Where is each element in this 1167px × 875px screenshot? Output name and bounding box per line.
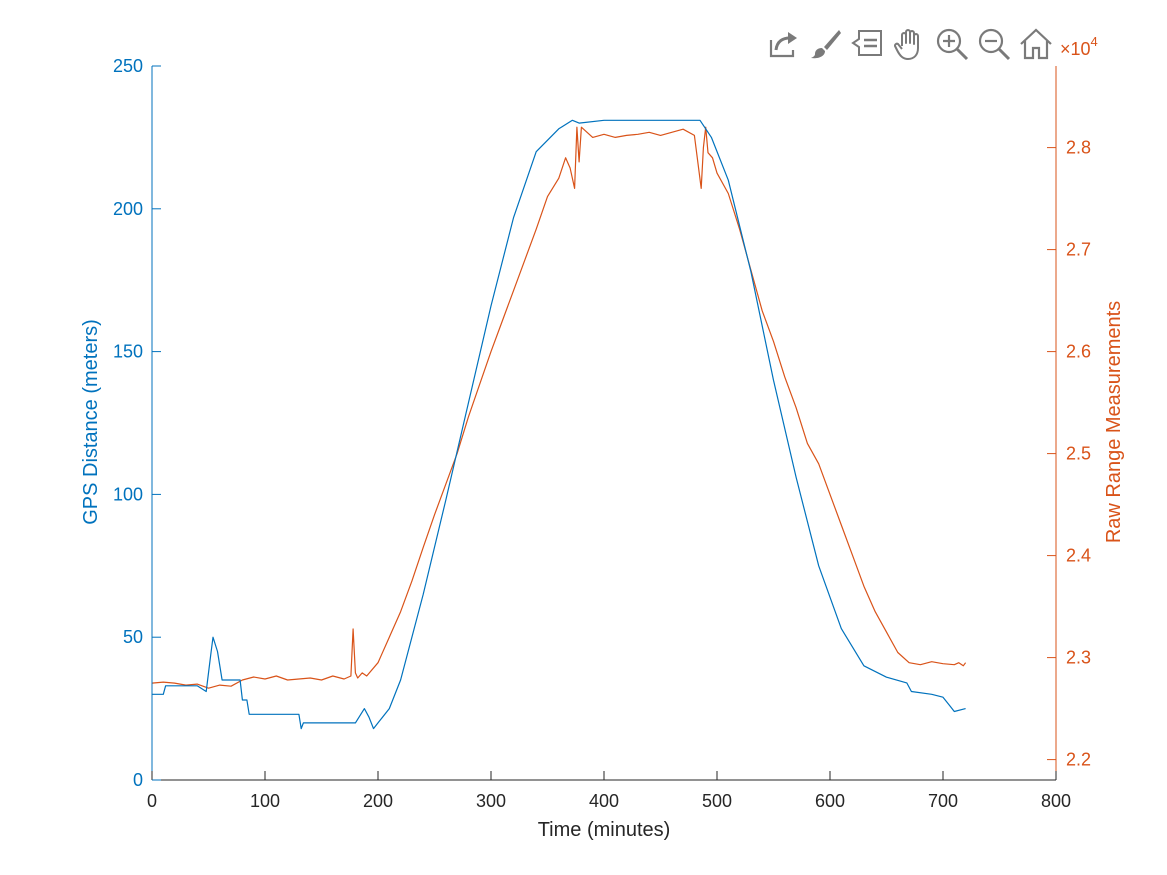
x-tick-label: 800	[1041, 791, 1071, 811]
right-axis-exponent: ×104	[1060, 34, 1098, 59]
data-tips-icon	[851, 30, 882, 56]
figure-toolbar	[764, 24, 1056, 64]
right-axis-exponent-base: ×10	[1060, 39, 1091, 59]
x-tick-label: 700	[928, 791, 958, 811]
export-button[interactable]	[764, 24, 804, 64]
x-axis-title: Time (minutes)	[538, 819, 671, 841]
zoom-out-button[interactable]	[974, 24, 1014, 64]
axes-layer: 0 100 200 300 400 500 600 700 800 0 50 100 150 200 250…	[113, 56, 1091, 811]
right-y-tick-label: 2.6	[1066, 342, 1091, 362]
x-tick-label: 500	[702, 791, 732, 811]
labels-layer: Time (minutes) GPS Distance (meters) Raw…	[80, 34, 1125, 841]
right-y-tick-label: 2.7	[1066, 240, 1091, 260]
home-button[interactable]	[1016, 24, 1056, 64]
x-tick-label: 600	[815, 791, 845, 811]
right-y-tick-label: 2.2	[1066, 750, 1091, 770]
pan-hand-icon	[894, 29, 919, 60]
left-y-tick-label: 100	[113, 484, 143, 504]
zoom-in-icon	[936, 28, 969, 61]
x-tick-label: 400	[589, 791, 619, 811]
gps-distance-line	[152, 119, 966, 730]
left-y-tick-label: 200	[113, 199, 143, 219]
export-icon	[769, 32, 797, 58]
x-tick-label: 0	[147, 791, 157, 811]
brush-icon	[811, 30, 841, 59]
raw-range-line	[151, 126, 967, 689]
right-y-tick-label: 2.5	[1066, 444, 1091, 464]
left-y-tick-label: 150	[113, 342, 143, 362]
brush-button[interactable]	[806, 24, 846, 64]
zoom-out-icon	[978, 28, 1011, 61]
right-y-tick-label: 2.8	[1066, 138, 1091, 158]
x-tick-label: 200	[363, 791, 393, 811]
data-tips-button[interactable]	[848, 24, 888, 64]
right-y-tick-label: 2.3	[1066, 648, 1091, 668]
series-layer	[151, 119, 967, 730]
right-y-tick-label: 2.4	[1066, 546, 1091, 566]
right-y-axis-title: Raw Range Measurements	[1103, 301, 1125, 543]
home-icon	[1020, 28, 1052, 60]
left-y-tick-label: 50	[123, 627, 143, 647]
right-axis-exponent-power: 4	[1091, 34, 1098, 49]
left-y-tick-label: 0	[133, 770, 143, 790]
left-y-axis-title: GPS Distance (meters)	[80, 319, 102, 525]
x-tick-label: 300	[476, 791, 506, 811]
zoom-in-button[interactable]	[932, 24, 972, 64]
pan-button[interactable]	[890, 24, 930, 64]
left-y-tick-label: 250	[113, 56, 143, 76]
x-tick-label: 100	[250, 791, 280, 811]
